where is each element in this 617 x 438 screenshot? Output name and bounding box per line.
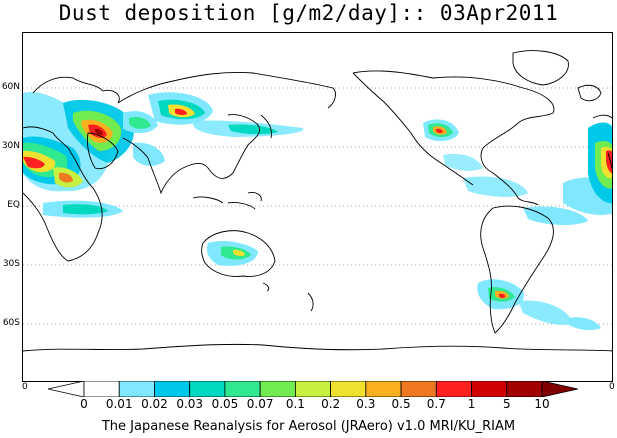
world-map — [22, 32, 613, 382]
colorbar-swatch — [435, 381, 472, 397]
colorbar-tick-label: 5 — [502, 397, 511, 411]
colorbar-tick-label: 0.7 — [426, 397, 446, 411]
colorbar-swatch — [189, 381, 226, 397]
colorbar-swatch — [224, 381, 261, 397]
colorbar-tick-label: 0.01 — [105, 397, 133, 411]
colorbar — [48, 381, 578, 397]
lat-label-60s: 60S — [2, 318, 20, 328]
colorbar-tick-label: 0.2 — [321, 397, 341, 411]
colorbar-swatch — [330, 381, 367, 397]
map-title: Dust deposition [g/m2/day]:: 03Apr2011 — [58, 1, 559, 25]
colorbar-left-edge-label: 0 — [22, 382, 28, 392]
colorbar-tick-label: 0.07 — [246, 397, 274, 411]
dust-fields — [23, 92, 612, 331]
colorbar-tick-label: 0 — [80, 397, 88, 411]
colorbar-right-edge-label: 0 — [609, 382, 615, 392]
colorbar-over-triangle — [541, 381, 578, 397]
colorbar-tick-label: 0.02 — [141, 397, 168, 411]
colorbar-swatch — [471, 381, 508, 397]
colorbar-swatch — [365, 381, 402, 397]
lat-label-eq: EQ — [7, 200, 20, 210]
colorbar-tick-label: 10 — [534, 397, 550, 411]
colorbar-swatch — [259, 381, 296, 397]
lat-label-30n: 30N — [1, 141, 20, 151]
colorbar-swatch — [506, 381, 543, 397]
colorbar-swatch — [83, 381, 120, 397]
colorbar-swatch — [294, 381, 332, 397]
colorbar-tick-label: 0.5 — [391, 397, 411, 411]
colorbar-swatch — [118, 381, 155, 397]
lat-label-30s: 30S — [2, 259, 20, 269]
colorbar-tick-label: 1 — [467, 397, 476, 411]
colorbar-swatch — [154, 381, 191, 397]
colorbar-under-triangle — [48, 381, 85, 397]
footer-credit: The Japanese Reanalysis for Aerosol (JRA… — [101, 419, 516, 434]
colorbar-tick-label: 0.3 — [356, 397, 376, 411]
coastlines — [23, 50, 612, 352]
colorbar-swatch — [400, 381, 437, 397]
colorbar-tick-label: 0.05 — [211, 397, 239, 411]
colorbar-tick-label: 0.1 — [285, 397, 305, 411]
lat-label-60n: 60N — [1, 82, 20, 92]
colorbar-tick-label: 0.03 — [176, 397, 204, 411]
